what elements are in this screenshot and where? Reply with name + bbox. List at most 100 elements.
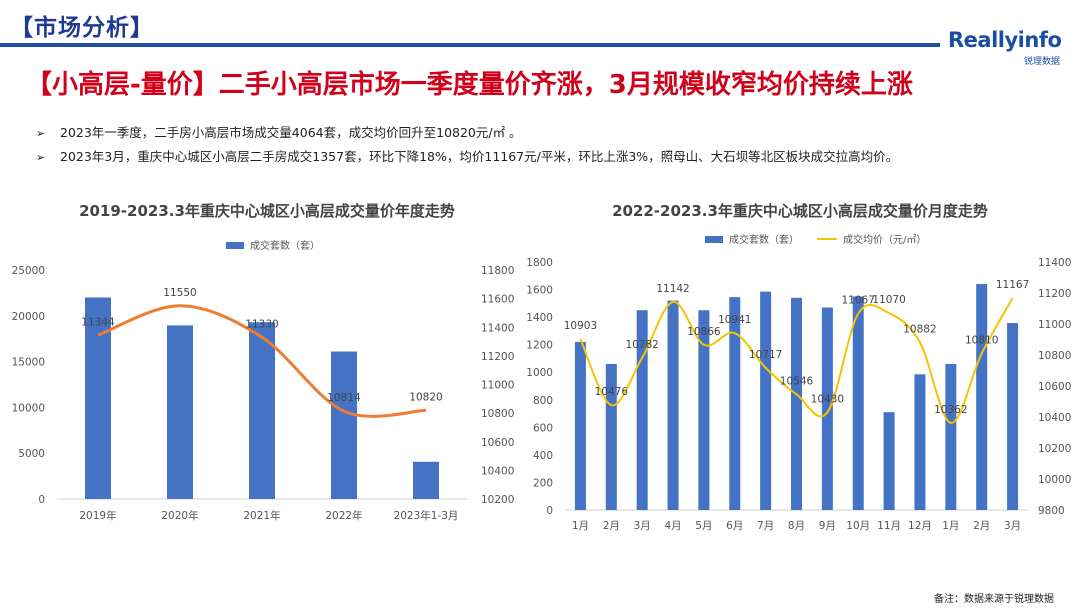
annual-data-label: 10814 (327, 392, 361, 404)
annual-right-tick-label: 11000 (481, 380, 514, 392)
monthly-data-label: 10903 (564, 320, 597, 332)
annual-right-tick-label: 11600 (481, 294, 514, 306)
monthly-left-tick-label: 1000 (526, 367, 553, 379)
monthly-left-tick-label: 1400 (526, 312, 553, 324)
annual-data-label: 10820 (409, 391, 442, 403)
annual-chart-title: 2019-2023.3年重庆中心城区小高层成交量价年度走势 (79, 202, 455, 220)
monthly-data-label: 10717 (749, 349, 782, 361)
monthly-category-label: 8月 (788, 520, 805, 532)
monthly-bar (791, 297, 802, 510)
annual-legend-bar-swatch (226, 242, 244, 249)
monthly-data-label: 11067 (842, 295, 875, 307)
monthly-bar (760, 291, 772, 510)
monthly-left-tick-label: 1800 (526, 257, 553, 269)
annual-category-label: 2021年 (243, 509, 280, 522)
monthly-data-label: 10866 (687, 326, 721, 338)
annual-left-tick-label: 20000 (12, 311, 45, 323)
monthly-left-tick-label: 600 (533, 422, 553, 434)
monthly-data-label: 10810 (965, 334, 998, 346)
monthly-right-tick-label: 11400 (1038, 257, 1071, 269)
bullet-item: ➢ 2023年3月，重庆中心城区小高层二手房成交1357套，环比下降18%，均价1… (36, 147, 898, 171)
monthly-price-line (579, 297, 1014, 424)
annual-left-tick-label: 5000 (18, 448, 45, 460)
monthly-data-label: 11142 (656, 283, 689, 295)
monthly-category-label: 7月 (757, 520, 774, 532)
monthly-chart-title: 2022-2023.3年重庆中心城区小高层成交量价月度走势 (612, 202, 988, 220)
annual-right-tick-label: 11800 (481, 265, 514, 277)
monthly-bar (574, 341, 586, 510)
monthly-bar (605, 363, 617, 510)
annual-category-label: 2022年 (325, 509, 362, 522)
section-tag: 【市场分析】 (10, 15, 154, 41)
arrow-bullet-icon: ➢ (36, 127, 46, 140)
monthly-category-label: 10月 (846, 520, 870, 532)
monthly-data-label: 10476 (595, 386, 629, 398)
annual-bar (413, 461, 439, 499)
monthly-bar (667, 300, 679, 510)
monthly-data-label: 10546 (780, 375, 814, 387)
bullet-list: ➢ 2023年一季度，二手房小高层市场成交量4064套，成交均价回升至10820元… (36, 123, 898, 171)
brand-logo: Reallyinfo 锐理数据 (948, 24, 1066, 68)
monthly-legend-bar-swatch (705, 236, 723, 243)
logo-text: Reallyinfo (948, 28, 1062, 52)
monthly-category-label: 3月 (634, 520, 651, 532)
monthly-bar (821, 307, 833, 510)
annual-category-label: 2020年 (161, 509, 198, 522)
annual-category-label: 2023年1-3月 (394, 509, 459, 522)
annual-right-tick-label: 11200 (481, 351, 514, 363)
monthly-right-tick-label: 11200 (1038, 288, 1071, 300)
bullet-text: 2023年一季度，二手房小高层市场成交量4064套，成交均价回升至10820元/… (60, 125, 522, 140)
monthly-bar (976, 284, 988, 510)
monthly-bar (945, 363, 957, 510)
annual-right-tick-label: 10400 (481, 465, 514, 477)
monthly-left-tick-label: 400 (533, 450, 553, 462)
monthly-category-label: 1月 (572, 520, 589, 532)
monthly-category-label: 6月 (726, 520, 743, 532)
monthly-bar (852, 296, 864, 510)
monthly-bar (729, 297, 741, 510)
headline: 【小高层-量价】二手小高层市场一季度量价齐涨，3月规模收窄均价持续上涨 (26, 70, 913, 100)
monthly-category-label: 11月 (877, 520, 901, 532)
annual-bar (167, 325, 193, 499)
monthly-right-tick-label: 10000 (1038, 474, 1071, 486)
annual-data-label: 11330 (245, 318, 278, 330)
monthly-right-tick-label: 11000 (1038, 319, 1071, 331)
monthly-data-label: 10430 (811, 393, 844, 405)
monthly-category-label: 12月 (908, 520, 932, 532)
monthly-left-tick-label: 1200 (526, 340, 553, 352)
monthly-right-tick-label: 10800 (1038, 350, 1071, 362)
monthly-category-label: 3月 (1004, 520, 1021, 532)
annual-category-label: 2019年 (79, 509, 116, 522)
annual-right-tick-label: 10600 (481, 437, 514, 449)
bullet-text: 2023年3月，重庆中心城区小高层二手房成交1357套，环比下降18%，均价11… (60, 149, 899, 164)
monthly-bar (883, 412, 895, 510)
monthly-data-label: 10782 (625, 339, 658, 351)
monthly-category-label: 9月 (819, 520, 836, 532)
monthly-left-tick-label: 200 (533, 477, 553, 489)
annual-left-tick-label: 10000 (12, 402, 45, 414)
annual-bar (249, 322, 275, 499)
monthly-left-tick-label: 1600 (526, 285, 553, 297)
monthly-category-label: 1月 (942, 520, 959, 532)
annual-legend-bar-label: 成交套数（套） (250, 239, 320, 252)
bullet-item: ➢ 2023年一季度，二手房小高层市场成交量4064套，成交均价回升至10820元… (36, 123, 898, 147)
arrow-bullet-icon: ➢ (36, 151, 46, 164)
monthly-bar (914, 374, 926, 510)
monthly-right-tick-label: 9800 (1038, 505, 1065, 517)
annual-bar (331, 351, 357, 499)
annual-price-line (97, 304, 427, 418)
logo-subtext: 锐理数据 (1023, 57, 1060, 67)
monthly-data-label: 10941 (718, 314, 751, 326)
annual-left-tick-label: 0 (38, 494, 45, 506)
monthly-bar (1007, 323, 1019, 510)
monthly-right-tick-label: 10200 (1038, 443, 1071, 455)
annual-left-tick-label: 15000 (12, 357, 45, 369)
monthly-category-label: 2月 (603, 520, 620, 532)
monthly-right-tick-label: 10400 (1038, 412, 1071, 424)
annual-right-tick-label: 10800 (481, 408, 514, 420)
annual-left-tick-label: 25000 (12, 265, 45, 277)
header-rule (0, 43, 940, 47)
monthly-left-tick-label: 800 (533, 395, 553, 407)
monthly-bar (698, 310, 710, 510)
